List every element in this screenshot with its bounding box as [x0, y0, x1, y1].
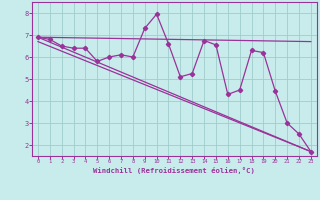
X-axis label: Windchill (Refroidissement éolien,°C): Windchill (Refroidissement éolien,°C)	[93, 167, 255, 174]
